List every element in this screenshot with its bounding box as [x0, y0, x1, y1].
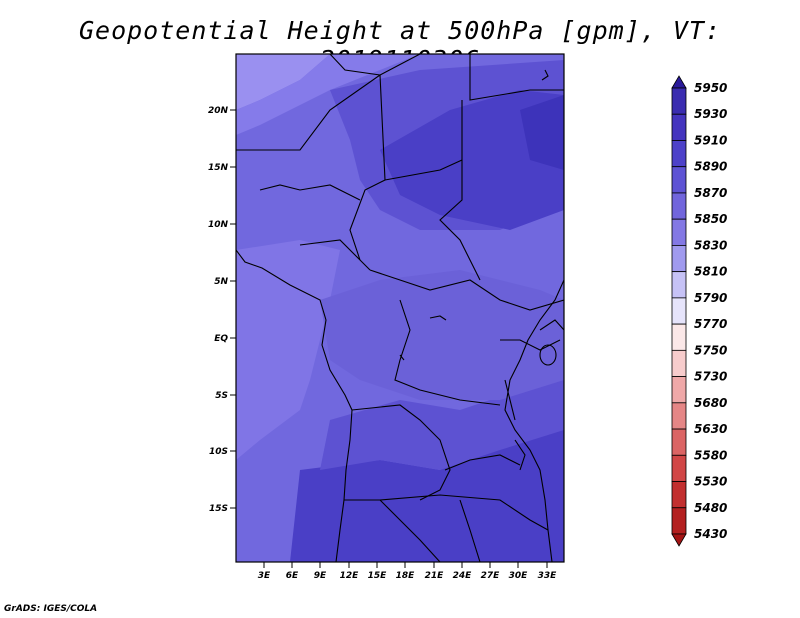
- colorbar-label: 5730: [694, 370, 727, 384]
- colorbar-segment: [671, 87, 687, 115]
- lat-label: 5S: [215, 391, 228, 401]
- colorbar-label: 5680: [694, 396, 727, 410]
- lon-label: 21E: [425, 571, 445, 581]
- colorbar-label: 5850: [694, 212, 727, 226]
- colorbar-label: 5790: [694, 291, 727, 305]
- lat-label: 15N: [208, 163, 229, 173]
- lat-label: 10N: [208, 220, 229, 230]
- colorbar-segment: [671, 113, 687, 141]
- colorbar-segment: [671, 140, 687, 168]
- colorbar-segment: [671, 323, 687, 351]
- colorbar-segment: [671, 192, 687, 220]
- lon-label: 30E: [509, 571, 529, 581]
- lon-label: 33E: [538, 571, 558, 581]
- colorbar-label: 5430: [694, 527, 727, 541]
- colorbar-label: 5530: [694, 475, 727, 489]
- colorbar-label: 5950: [694, 81, 727, 95]
- colorbar-segment: [671, 402, 687, 430]
- colorbar-segment: [671, 454, 687, 482]
- lat-label: 5N: [214, 277, 228, 287]
- colorbar-segment: [671, 376, 687, 404]
- lon-label: 9E: [314, 571, 327, 581]
- lon-label: 12E: [340, 571, 360, 581]
- colorbar: 5950 5930 5910 5890 5870 5850 5830 5810 5790 5770…: [671, 75, 727, 547]
- lon-label: 6E: [286, 571, 299, 581]
- colorbar-label: 5910: [694, 133, 727, 147]
- height-field: [236, 54, 564, 562]
- colorbar-segment: [671, 507, 687, 535]
- lon-label: 27E: [481, 571, 501, 581]
- colorbar-segment: [671, 271, 687, 299]
- footer-credit: GrADS: IGES/COLA: [4, 604, 98, 614]
- colorbar-bottom-arrow: [671, 533, 687, 547]
- lat-label: 10S: [209, 447, 228, 457]
- colorbar-label: 5770: [694, 317, 727, 331]
- colorbar-label: 5480: [694, 501, 727, 515]
- colorbar-segment: [671, 245, 687, 273]
- lat-label: EQ: [214, 334, 228, 344]
- colorbar-top-arrow: [671, 75, 687, 89]
- lon-label: 24E: [453, 571, 473, 581]
- colorbar-segment: [671, 218, 687, 246]
- colorbar-label: 5630: [694, 422, 727, 436]
- country-borders: [236, 54, 564, 562]
- lon-label: 18E: [396, 571, 416, 581]
- colorbar-label: 5890: [694, 160, 727, 174]
- lat-label: 20N: [208, 106, 229, 116]
- colorbar-label: 5930: [694, 107, 727, 121]
- colorbar-label: 5830: [694, 238, 727, 252]
- colorbar-segment: [671, 481, 687, 509]
- colorbar-segment: [671, 349, 687, 377]
- colorbar-label: 5750: [694, 343, 727, 357]
- colorbar-segment: [671, 428, 687, 456]
- lat-axis: 20N 15N 10N 5N EQ 5S 10S 15S: [208, 106, 236, 514]
- map-frame: [235, 53, 565, 563]
- colorbar-label: 5580: [694, 448, 727, 462]
- lat-label: 15S: [209, 504, 228, 514]
- colorbar-segment: [671, 166, 687, 194]
- lon-label: 15E: [368, 571, 388, 581]
- colorbar-label: 5870: [694, 186, 727, 200]
- colorbar-segment: [671, 297, 687, 325]
- colorbar-label: 5810: [694, 265, 727, 279]
- lon-label: 3E: [258, 571, 271, 581]
- lon-axis: 3E 6E 9E 12E 15E 18E 21E 24E 27E 30E 33E: [258, 562, 557, 581]
